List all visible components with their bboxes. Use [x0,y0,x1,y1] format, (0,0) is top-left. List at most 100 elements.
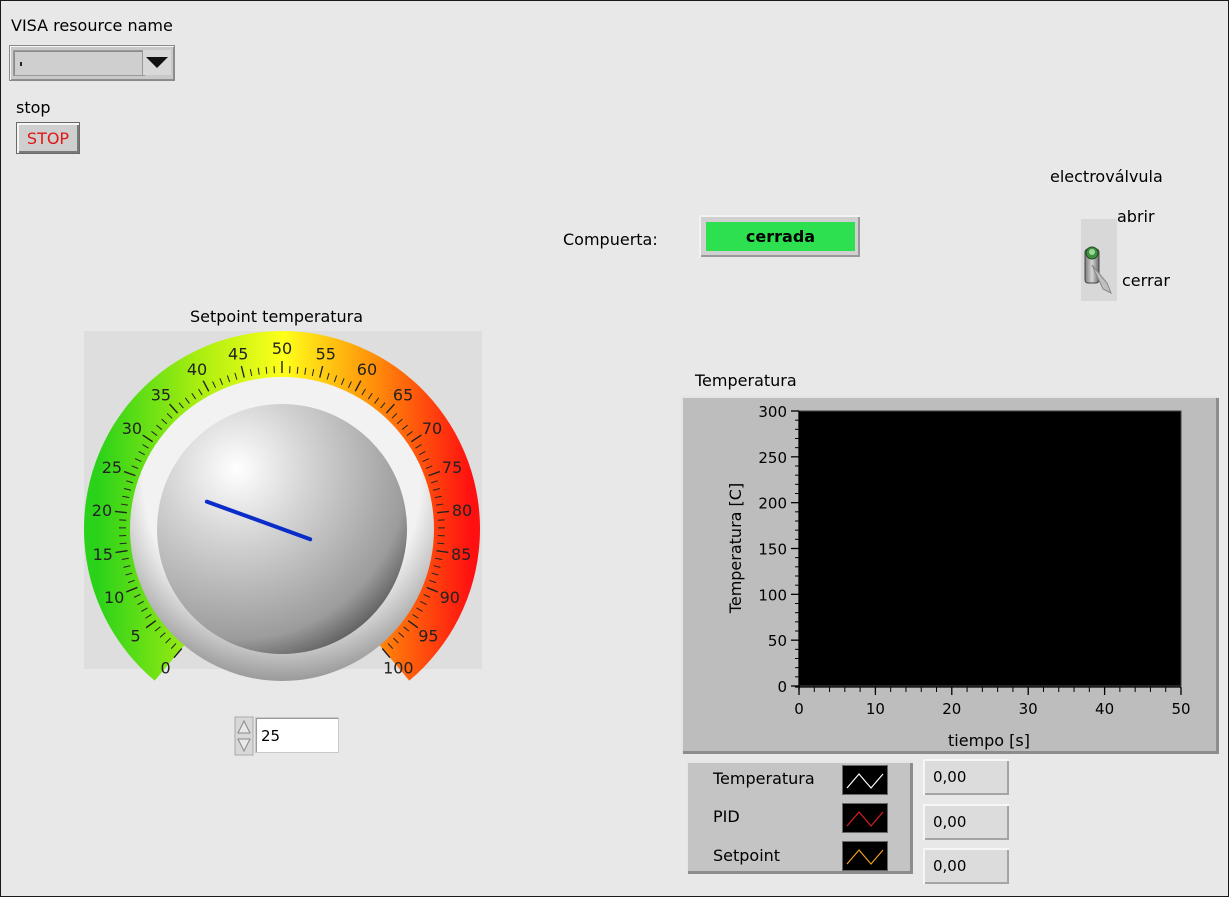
setpoint-label: Setpoint temperatura [190,307,364,326]
setpoint-numeric-field[interactable]: 25 [255,717,339,753]
scale-label: 40 [187,360,207,379]
legend-swatch-temperatura[interactable] [842,765,888,795]
chevron-down-icon[interactable] [142,50,171,75]
scale-tick [374,397,380,404]
visa-resource-dropdown[interactable] [9,45,175,81]
scale-tick [121,557,129,561]
x-tick-label: 30 [1019,700,1038,718]
legend-item-setpoint[interactable]: Setpoint [713,846,781,865]
scale-tick [191,392,197,400]
setpoint-knob[interactable]: 0 5 10 15 20 25 30 35 40 45 50 55 60 65 70 75 80 85 909510… [1,1,561,761]
x-tick-label: 20 [942,700,961,718]
legend-item-pid[interactable]: PID [713,807,740,826]
scale-tick [169,403,179,414]
scale-tick [142,434,154,443]
scale-tick [184,397,190,404]
scale-tick [435,557,443,561]
scale-label: 75 [442,458,462,477]
scale-label: 65 [393,385,413,404]
scale-tick [219,378,224,385]
y-tick-label: 200 [758,495,787,513]
scale-tick [393,637,399,644]
scale-tick [134,458,142,463]
visa-resource-field[interactable] [13,50,145,76]
scale-label: 50 [272,339,292,358]
scale-tick [296,366,299,374]
scale-tick [156,424,163,430]
increment-decrement-icon[interactable] [234,716,254,756]
scale-tick [123,565,131,568]
valve-close-label: cerrar [1122,271,1170,290]
legend-item-temperatura[interactable]: Temperatura [713,769,815,788]
scale-tick [119,542,127,545]
scale-tick [125,586,138,593]
compuerta-label: Compuerta: [563,230,658,249]
scale-label: 15 [93,545,113,564]
setpoint-value: 0,00 [933,857,967,875]
x-axis-label: tiempo [s] [948,731,1030,750]
legend-swatch-pid[interactable] [842,803,888,833]
scale-tick [410,434,422,443]
legend-swatch-setpoint[interactable] [842,841,888,871]
valve-toggle-switch[interactable] [1081,219,1117,301]
scale-tick [396,418,403,425]
scale-tick [133,593,141,598]
scale-tick [361,388,366,396]
y-axis-label: Temperatura [C] [726,483,745,614]
scale-tick [326,372,330,380]
scale-tick [145,614,152,619]
scale-tick [226,375,231,383]
scale-tick [431,572,439,576]
y-tick-label: 100 [758,586,787,604]
scale-tick [398,632,405,638]
compuerta-indicator: cerrada [699,215,860,257]
scale-tick [428,470,441,477]
scale-tick [212,381,217,389]
scale-label: 25 [102,458,122,477]
scale-tick [407,620,419,629]
y-tick-label: 250 [758,449,787,467]
scale-tick [265,366,268,374]
scale-tick [436,550,449,554]
scale-label: 55 [316,344,336,363]
temperature-chart[interactable]: 0 50 100 150 200 250 300 0 10 20 30 40 50 tiempo [s]… [681,396,1219,754]
scale-label: 5 [130,626,140,645]
setpoint-numeric-control[interactable]: 25 [234,716,340,756]
scale-tick [333,375,338,383]
chart-axes: 0 50 100 150 200 250 300 0 10 20 30 40 50 [758,403,1190,718]
scale-tick [422,458,430,463]
scale-label: 10 [104,588,124,607]
scale-tick [165,637,171,644]
scale-tick [401,424,408,430]
scale-tick [340,378,345,385]
scale-tick [347,381,352,389]
scale-tick [385,403,395,414]
scale-tick [141,607,148,612]
scale-tick [426,586,439,593]
stop-label: stop [16,98,51,117]
x-tick-label: 10 [866,700,885,718]
scale-tick [304,367,307,375]
scale-tick [257,367,260,375]
y-tick-label: 150 [758,541,787,559]
chart-plot-area [798,410,1182,687]
scale-tick [406,430,413,436]
scale-label: 80 [452,501,472,520]
pid-value-indicator: 0,00 [923,804,1009,840]
scale-tick [415,444,422,449]
scale-label: 20 [92,501,112,520]
scale-tick [425,465,433,470]
scale-tick [420,600,427,605]
scale-tick [114,510,127,514]
electrovalvula-label: electroválvula [1050,167,1163,186]
scale-tick [403,626,410,632]
scale-tick [433,565,441,568]
scale-tick [319,365,324,378]
chart-legend[interactable]: Temperatura PID Setpoint [686,761,913,874]
setpoint-value-indicator: 0,00 [923,848,1009,884]
scale-tick [423,593,431,598]
scale-tick [437,542,445,545]
stop-button[interactable]: STOP [16,122,80,154]
valve-open-label: abrir [1117,207,1155,226]
scale-tick [122,495,130,499]
